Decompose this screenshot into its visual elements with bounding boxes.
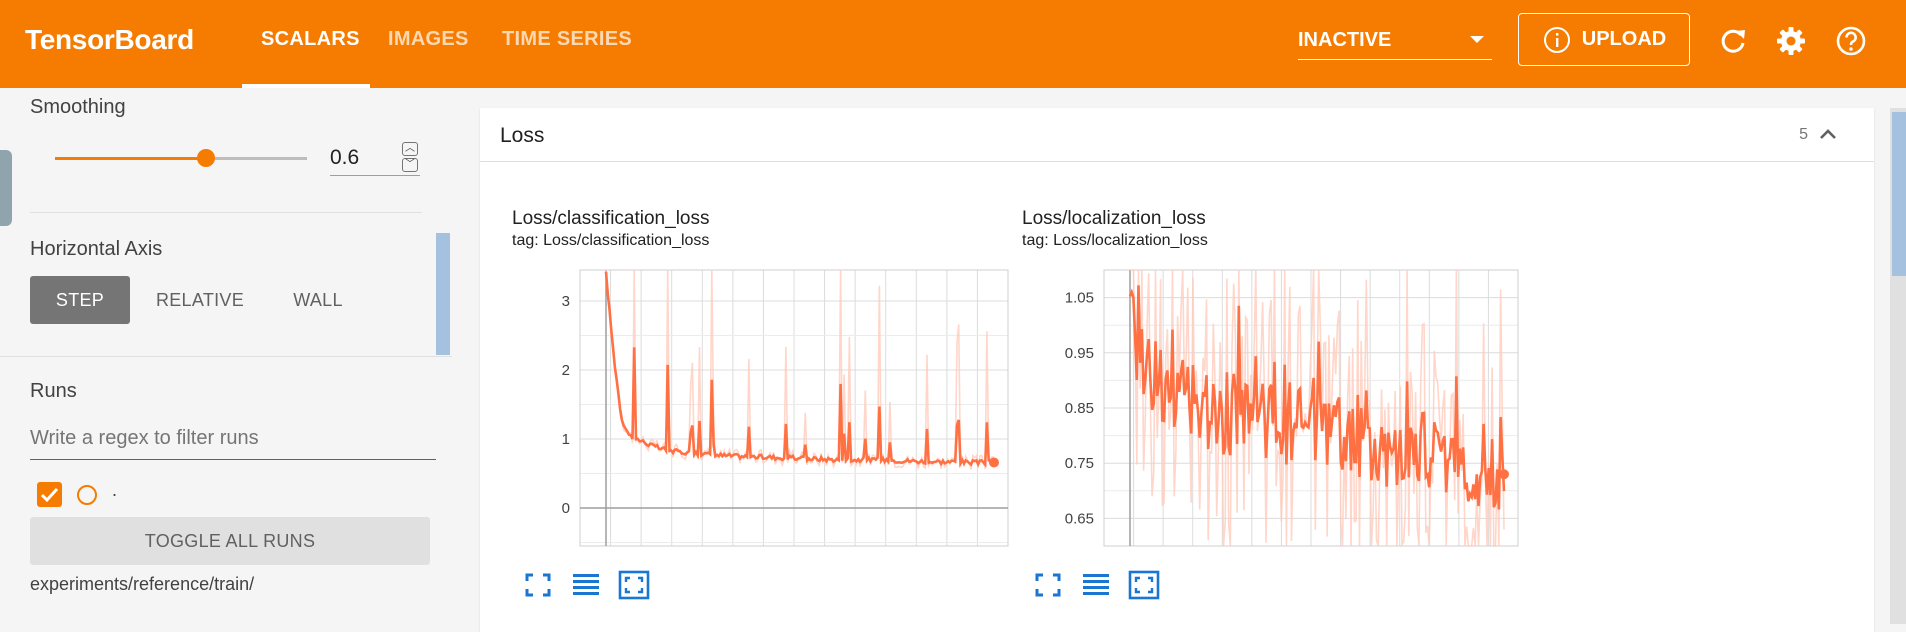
upload-label: UPLOAD (1581, 28, 1667, 50)
reload-icon[interactable] (1716, 24, 1750, 58)
help-icon[interactable] (1834, 24, 1868, 58)
settings-pane: Smoothing 0.6 ︿ ﹀ Horizontal Axis STEP R… (0, 88, 436, 356)
stepper-up-icon[interactable]: ︿ (402, 142, 418, 156)
data-table-icon[interactable] (1080, 570, 1112, 600)
settings-gear-icon[interactable] (1774, 24, 1808, 58)
dropdown-caret-icon (1470, 36, 1484, 43)
y-tick-label: 3 (562, 293, 570, 310)
y-tick-label: 1 (562, 431, 570, 448)
run-directory-path: experiments/reference/train/ (30, 574, 255, 594)
series-endpoint (989, 457, 999, 468)
horizontal-axis-label: Horizontal Axis (30, 238, 163, 260)
data-table-icon[interactable] (570, 570, 602, 600)
chevron-up-icon[interactable] (1818, 126, 1838, 142)
upload-button[interactable]: UPLOAD (1518, 13, 1690, 66)
localization-loss-plot[interactable]: 1.05 0.95 0.85 0.75 0.65 (1022, 264, 1522, 554)
smoothing-slider[interactable] (55, 157, 307, 160)
chart-title: Loss/localization_loss (1022, 208, 1206, 229)
axis-step-button[interactable]: STEP (30, 276, 130, 324)
run-name: . (112, 480, 118, 500)
run-status-value: INACTIVE (1298, 29, 1392, 51)
axis-wall-button[interactable]: WALL (293, 289, 343, 310)
sidebar: Smoothing 0.6 ︿ ﹀ Horizontal Axis STEP R… (0, 88, 452, 624)
app-brand: TensorBoard (25, 24, 194, 55)
chart-title: Loss/classification_loss (512, 208, 710, 229)
smoothing-slider-thumb[interactable] (197, 149, 216, 167)
smoothed-series-line (604, 271, 995, 469)
y-tick-label: 1.05 (1065, 290, 1094, 307)
smoothing-label: Smoothing (30, 96, 126, 118)
runs-label: Runs (30, 380, 77, 402)
info-icon (1543, 26, 1570, 53)
localization-loss-chart: Loss/localization_loss tag: Loss/localiz… (1022, 208, 1542, 548)
main-scrollbar-thumb[interactable] (1892, 112, 1906, 276)
y-tick-label: 2 (562, 362, 570, 379)
main-content: Loss 5 Loss/classification_loss tag: Los… (452, 88, 1906, 632)
smoothing-input[interactable]: 0.6 ︿ ﹀ (330, 138, 420, 176)
group-title: Loss (500, 124, 545, 147)
runs-filter-field[interactable] (30, 418, 436, 459)
plot-frame (1103, 269, 1519, 547)
classification-loss-chart: Loss/classification_loss tag: Loss/class… (512, 208, 1032, 547)
fullscreen-icon[interactable] (1032, 570, 1064, 600)
tab-time-series[interactable]: TIME SERIES (502, 28, 632, 50)
chart-tag: tag: Loss/localization_loss (1022, 232, 1208, 249)
tab-scalars[interactable]: SCALARS (261, 28, 360, 50)
y-tick-label: 0 (562, 500, 570, 517)
fit-domain-icon[interactable] (618, 570, 650, 600)
run-checkbox[interactable] (37, 482, 62, 507)
classification-loss-plot[interactable]: 3 2 1 0 (512, 264, 1012, 554)
run-status-select[interactable]: INACTIVE (1298, 22, 1492, 60)
smoothing-value: 0.6 (330, 146, 360, 169)
fullscreen-icon[interactable] (522, 570, 554, 600)
loss-group-header[interactable]: Loss 5 (480, 108, 1874, 162)
chart-toolbar (1032, 570, 1160, 600)
y-tick-label: 0.95 (1065, 345, 1094, 362)
sidebar-divider (0, 356, 452, 357)
run-color-swatch[interactable] (77, 485, 97, 505)
series-endpoint (1499, 469, 1509, 480)
sidebar-resize-handle[interactable] (0, 150, 12, 226)
top-app-bar: TensorBoard SCALARS IMAGES TIME SERIES I… (0, 0, 1906, 88)
y-tick-label: 0.75 (1065, 455, 1094, 472)
runs-filter-input[interactable] (30, 418, 436, 460)
chart-toolbar (522, 570, 650, 600)
fit-domain-icon[interactable] (1128, 570, 1160, 600)
smoothed-series-line (1128, 285, 1506, 510)
tab-images[interactable]: IMAGES (388, 28, 469, 50)
chart-tag: tag: Loss/classification_loss (512, 232, 710, 249)
y-tick-label: 0.65 (1065, 510, 1094, 527)
settings-scrollbar[interactable] (436, 233, 450, 355)
toggle-all-runs-button[interactable]: TOGGLE ALL RUNS (30, 517, 430, 565)
settings-divider (30, 212, 422, 213)
y-tick-label: 0.85 (1065, 400, 1094, 417)
axis-relative-button[interactable]: RELATIVE (155, 289, 245, 310)
smoothing-slider-fill (55, 157, 207, 160)
stepper-down-icon[interactable]: ﹀ (402, 158, 418, 172)
checkmark-icon (40, 487, 59, 503)
group-count: 5 (1799, 126, 1808, 143)
plot-frame (579, 269, 1009, 547)
active-tab-indicator (242, 84, 370, 88)
